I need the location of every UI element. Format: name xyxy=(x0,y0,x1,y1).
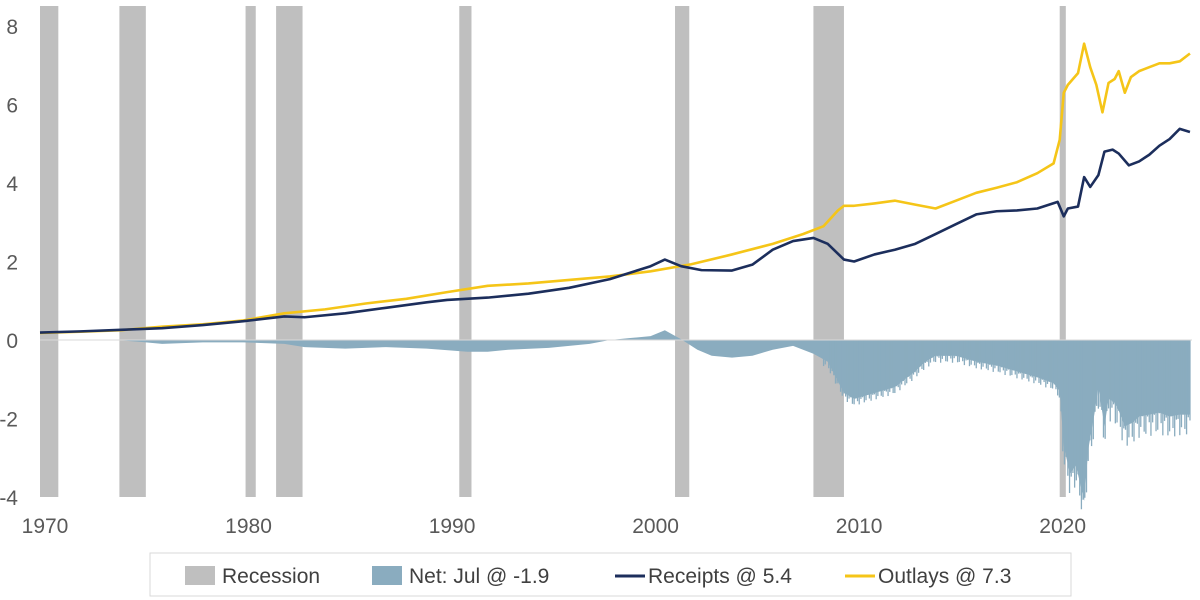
x-tick-label: 1980 xyxy=(225,515,272,538)
receipts-line xyxy=(39,127,1191,334)
legend-box xyxy=(149,552,1072,597)
legend-label-outlays: Outlays @ 7.3 xyxy=(878,565,1011,588)
legend-label-recession: Recession xyxy=(222,565,320,588)
x-axis: 1970 1980 1990 2000 2010 2020 xyxy=(22,515,1086,538)
y-tick-label: 8 xyxy=(6,16,18,39)
y-tick-label: 4 xyxy=(6,173,18,196)
recession-band xyxy=(459,6,472,497)
recession-band xyxy=(1059,6,1066,497)
outlays-line xyxy=(39,42,1191,335)
net-area-series xyxy=(40,330,1191,510)
net-area xyxy=(40,330,1190,501)
recession-band xyxy=(675,6,690,497)
y-tick-label: 2 xyxy=(6,252,18,275)
x-tick-label: 1970 xyxy=(22,515,69,538)
legend-swatch-recession xyxy=(185,566,215,585)
legend-swatch-net xyxy=(372,566,402,585)
recession-band xyxy=(119,6,146,497)
x-tick-label: 2000 xyxy=(632,515,679,538)
legend-label-receipts: Receipts @ 5.4 xyxy=(648,565,792,588)
x-tick-label: 2020 xyxy=(1039,515,1086,538)
recession-bands xyxy=(40,6,1066,497)
outlays-line-series xyxy=(39,42,1191,335)
recession-band xyxy=(245,6,256,497)
recession-band xyxy=(276,6,303,497)
y-axis: 8 6 4 2 0 -2 -4 xyxy=(0,16,18,510)
y-tick-label: -2 xyxy=(0,409,18,432)
legend-label-net: Net: Jul @ -1.9 xyxy=(409,565,549,588)
y-tick-label: 0 xyxy=(6,330,18,353)
recession-band xyxy=(40,6,59,497)
legend: Recession Net: Jul @ -1.9 Receipts @ 5.4… xyxy=(149,552,1072,597)
y-tick-label: 6 xyxy=(6,95,18,118)
recession-band xyxy=(813,6,844,497)
x-tick-label: 2010 xyxy=(836,515,883,538)
x-tick-label: 1990 xyxy=(429,515,476,538)
y-tick-label: -4 xyxy=(0,487,18,510)
receipts-line-series xyxy=(39,127,1191,334)
